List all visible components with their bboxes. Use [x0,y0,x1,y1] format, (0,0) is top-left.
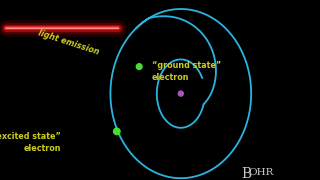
Text: electron: electron [23,144,61,153]
Text: OHR: OHR [249,168,274,177]
Text: “excited state”: “excited state” [0,132,61,141]
Circle shape [136,64,142,69]
Text: electron: electron [152,73,189,82]
Text: B: B [242,167,252,180]
Circle shape [114,128,120,135]
Text: light emission: light emission [37,28,100,56]
Circle shape [178,91,183,96]
Text: “ground state”: “ground state” [152,61,221,70]
